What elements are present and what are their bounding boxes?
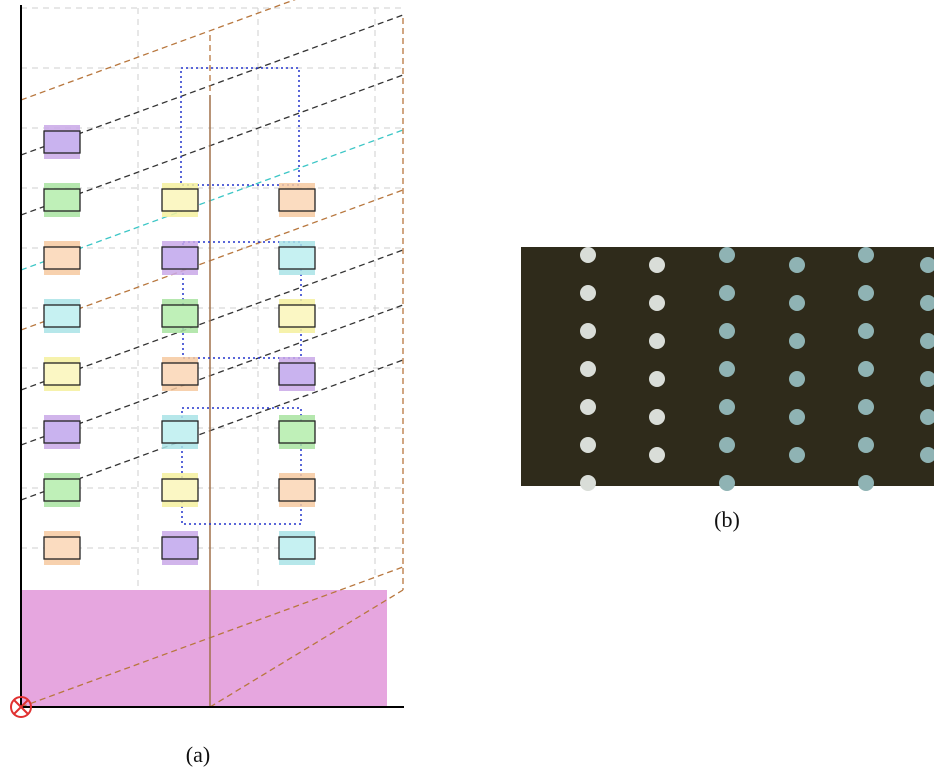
- cell: [162, 363, 198, 385]
- cell: [44, 247, 80, 269]
- cell: [44, 479, 80, 501]
- dot: [789, 295, 805, 311]
- dot: [580, 475, 596, 491]
- photo-panel: (b): [521, 247, 934, 532]
- cell: [279, 363, 315, 385]
- cell: [279, 421, 315, 443]
- dot: [649, 333, 665, 349]
- cell: [162, 189, 198, 211]
- dot: [858, 323, 874, 339]
- cell: [44, 363, 80, 385]
- dot: [858, 475, 874, 491]
- dot: [580, 361, 596, 377]
- cell: [162, 537, 198, 559]
- cell: [162, 421, 198, 443]
- cell: [44, 537, 80, 559]
- dot: [719, 437, 735, 453]
- cell: [162, 247, 198, 269]
- dot: [789, 409, 805, 425]
- dot: [580, 247, 596, 263]
- cell: [44, 131, 80, 153]
- dot: [649, 371, 665, 387]
- dot: [719, 399, 735, 415]
- blue-boxes: [181, 68, 301, 524]
- dot: [580, 285, 596, 301]
- figure: (a) (b): [0, 0, 934, 771]
- dot: [580, 399, 596, 415]
- dot: [580, 323, 596, 339]
- dot: [858, 361, 874, 377]
- dot: [580, 437, 596, 453]
- dot: [789, 371, 805, 387]
- base-region: [21, 590, 387, 707]
- dot: [789, 447, 805, 463]
- cell: [279, 305, 315, 327]
- cell: [44, 421, 80, 443]
- dot: [858, 437, 874, 453]
- dot: [719, 285, 735, 301]
- blue-box: [181, 68, 299, 185]
- cell: [279, 189, 315, 211]
- cell: [162, 305, 198, 327]
- dot: [649, 447, 665, 463]
- caption: (a): [186, 742, 210, 767]
- cell: [279, 537, 315, 559]
- dot: [719, 475, 735, 491]
- dot: [858, 285, 874, 301]
- cell: [44, 189, 80, 211]
- dot: [649, 295, 665, 311]
- dot: [719, 361, 735, 377]
- dot: [858, 247, 874, 263]
- caption: (b): [714, 507, 740, 532]
- dot: [649, 257, 665, 273]
- dot: [719, 247, 735, 263]
- diagram-panel: (a): [11, 0, 404, 767]
- dot: [789, 257, 805, 273]
- cell: [279, 479, 315, 501]
- cells: [44, 125, 315, 565]
- dot: [789, 333, 805, 349]
- dot: [649, 409, 665, 425]
- cell: [162, 479, 198, 501]
- cell: [279, 247, 315, 269]
- cell: [44, 305, 80, 327]
- dot: [858, 399, 874, 415]
- dot: [719, 323, 735, 339]
